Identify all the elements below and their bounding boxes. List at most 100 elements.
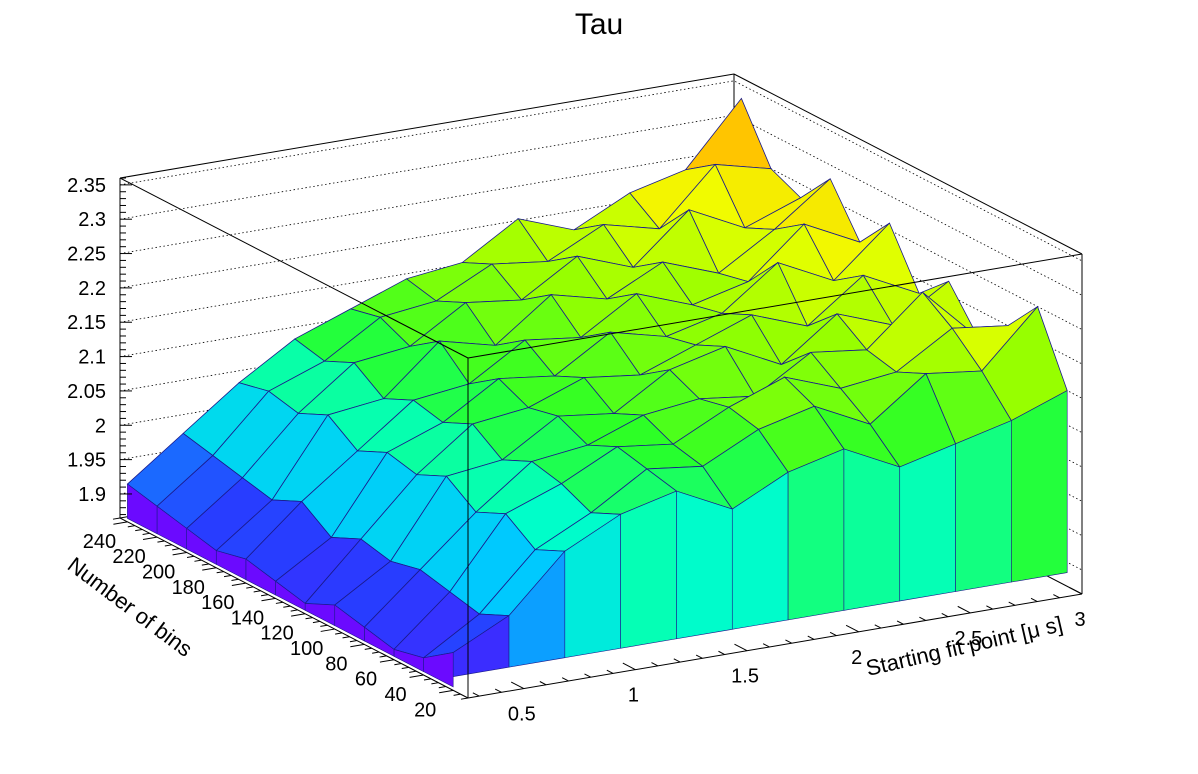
y-tick-label: 200 (142, 561, 175, 583)
z-tick-label: 2.1 (78, 347, 106, 369)
y-minor-tick (401, 666, 409, 670)
z-tick-label: 2.15 (67, 312, 106, 334)
x-minor-tick (874, 624, 882, 629)
y-minor-tick (305, 617, 313, 620)
y-minor-tick (135, 528, 143, 532)
y-minor-tick (423, 678, 432, 681)
x-minor-tick (561, 677, 569, 682)
x-minor-tick (673, 658, 681, 663)
back-top-edge (733, 73, 1083, 255)
y-tick-label: 120 (260, 623, 293, 645)
y-major-tick (172, 551, 187, 556)
y-minor-tick (335, 632, 343, 635)
z-tick-label: 1.95 (67, 450, 106, 472)
x-minor-tick (1030, 597, 1038, 603)
y-major-tick (202, 567, 217, 571)
z-tick-label: 2.2 (78, 278, 106, 300)
y-minor-tick (283, 605, 291, 608)
x-major-tick (845, 624, 859, 633)
y-tick-label: 140 (231, 607, 264, 629)
surface-skirt (843, 448, 901, 611)
x-major-tick (510, 681, 525, 689)
chart-title: Tau (574, 8, 624, 41)
x-minor-tick (695, 654, 703, 659)
x-major-tick (957, 605, 971, 614)
z-tick-label: 1.9 (78, 484, 106, 506)
x-major-tick (622, 662, 636, 671)
x-minor-tick (1008, 601, 1016, 606)
y-minor-tick (223, 574, 232, 578)
surface-skirt (1011, 390, 1068, 583)
y-minor-tick (186, 555, 195, 558)
z-tick-label: 2.35 (67, 175, 106, 197)
x-minor-tick (829, 631, 837, 637)
x-major-tick (1069, 587, 1083, 595)
y-axis-label: Number of bins (63, 552, 197, 662)
y-minor-tick (320, 624, 328, 627)
x-minor-tick (941, 612, 949, 618)
surface-cell (684, 97, 772, 171)
y-minor-tick (194, 559, 202, 562)
y-tick-label: 240 (83, 531, 116, 553)
y-tick-label: 40 (384, 684, 406, 706)
y-minor-tick (231, 578, 239, 581)
y-tick-label: 60 (355, 669, 377, 691)
x-minor-tick (762, 643, 770, 648)
y-minor-tick (409, 670, 417, 673)
y-minor-tick (246, 586, 254, 589)
surface-skirt (676, 490, 733, 640)
x-minor-tick (919, 616, 926, 621)
x-minor-tick (785, 639, 792, 644)
y-tick-label: 100 (290, 638, 323, 660)
y-minor-tick (112, 517, 121, 520)
y-minor-tick (127, 525, 135, 528)
y-minor-tick (216, 571, 224, 574)
y-minor-tick (290, 609, 298, 612)
y-minor-tick (453, 693, 461, 696)
x-tick-label: 3 (1074, 609, 1085, 631)
x-minor-tick (1053, 594, 1060, 599)
y-minor-tick (349, 640, 358, 643)
y-major-tick (409, 674, 424, 678)
x-tick-label: 1.5 (731, 666, 759, 688)
z-tick-label: 2.3 (78, 209, 106, 231)
x-minor-tick (986, 605, 993, 610)
x-tick-label: 0.5 (508, 704, 536, 726)
y-tick-label: 180 (172, 577, 205, 599)
y-major-tick (439, 689, 454, 694)
x-minor-tick (539, 681, 547, 686)
y-tick-label: 20 (414, 699, 436, 721)
x-minor-tick (718, 650, 725, 655)
x-tick-label: 1 (628, 685, 639, 707)
x-minor-tick (896, 620, 904, 625)
y-minor-tick (438, 686, 446, 689)
y-minor-tick (201, 563, 209, 566)
y-minor-tick (379, 655, 387, 658)
front-top-edge (119, 177, 469, 359)
y-minor-tick (372, 651, 380, 654)
y-minor-tick (342, 636, 350, 639)
y-minor-tick (275, 601, 283, 604)
y-minor-tick (261, 594, 269, 597)
y-minor-tick (142, 532, 150, 535)
x-tick-label: 2.5 (954, 628, 982, 650)
y-major-tick (379, 659, 395, 663)
z-tick-label: 2 (95, 415, 106, 437)
y-minor-tick (431, 682, 439, 685)
x-major-tick (734, 643, 748, 652)
x-tick-label: 2 (851, 647, 862, 669)
x-minor-tick (584, 673, 592, 678)
y-minor-tick (164, 544, 172, 547)
x-minor-tick (807, 635, 815, 640)
x-minor-tick (651, 662, 659, 667)
y-minor-tick (157, 540, 165, 543)
x-axis-label: Starting fit point [μ s] (864, 611, 1065, 681)
back-top-edge (119, 73, 735, 179)
surface-skirt (423, 652, 454, 688)
z-tick-label: 2.05 (67, 381, 106, 403)
y-minor-tick (364, 647, 372, 650)
y-major-tick (291, 613, 306, 617)
